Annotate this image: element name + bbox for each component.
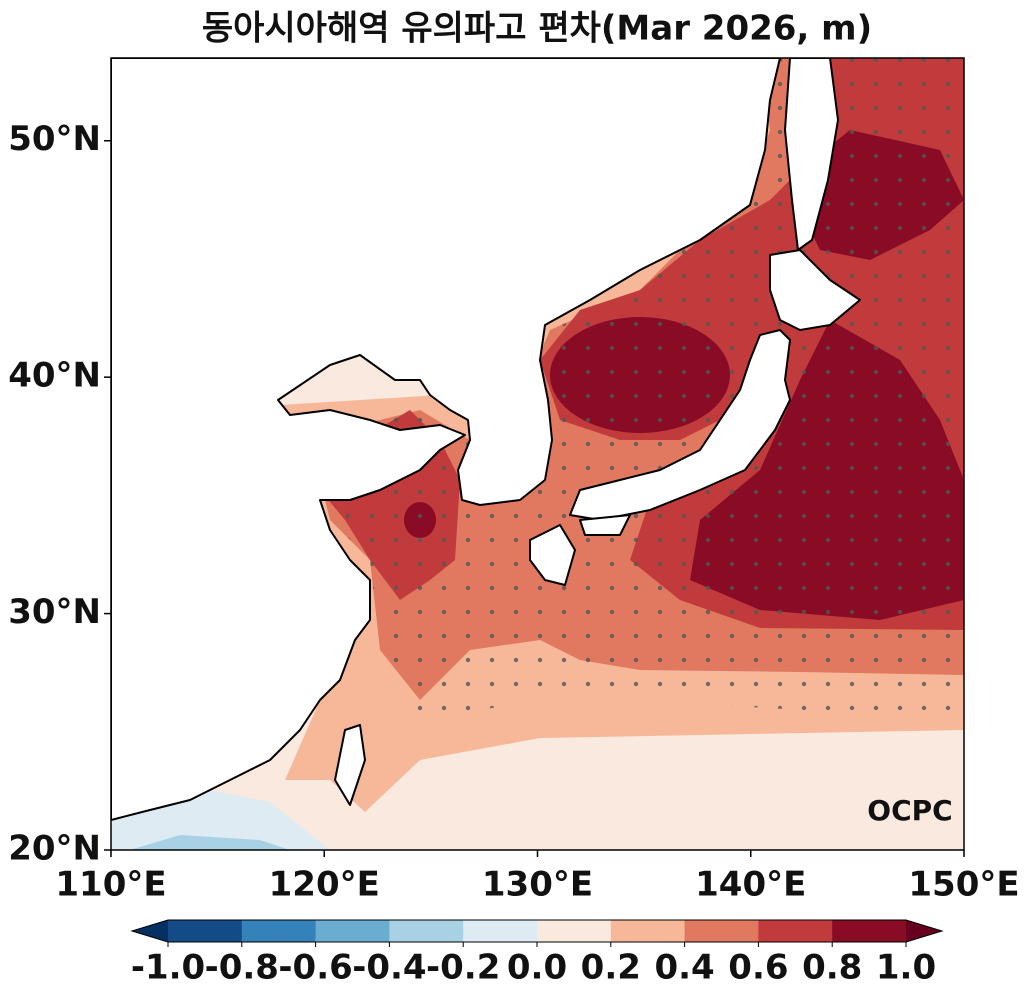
colorbar-tick-label: -1.0 [131, 948, 205, 988]
colorbar-tick-label: -0.4 [352, 948, 426, 988]
title: 동아시아해역 유의파고 편차(Mar 2026, m) [202, 9, 872, 49]
colorbar-tick-label: 0.8 [802, 948, 862, 988]
colorbar-tick-label: 0.4 [654, 948, 714, 988]
map-area: OCPC [111, 58, 964, 850]
colorbar-tick-label: -0.8 [205, 948, 279, 988]
y-tick-label: 40°N [8, 356, 101, 396]
contour [130, 835, 290, 850]
logo: OCPC [867, 794, 952, 827]
kyushu [529, 524, 576, 586]
colorbar-bin [758, 920, 833, 942]
colorbar-tick-label: -0.2 [426, 948, 500, 988]
x-tick-label: 140°E [695, 865, 806, 905]
colorbar-under [132, 920, 168, 942]
colorbar-bin [241, 920, 317, 942]
colorbar-bin [832, 920, 907, 942]
colorbar-bin [610, 920, 686, 942]
colorbar-over [906, 920, 942, 942]
colorbar-tick-label: -0.6 [278, 948, 352, 988]
colorbar-bin [684, 920, 759, 942]
sakhalin [784, 58, 839, 251]
x-tick-label: 150°E [908, 865, 1019, 905]
shikoku [579, 514, 631, 536]
mainland [111, 58, 781, 821]
colorbar-bin [168, 920, 243, 942]
y-tick-label: 30°N [8, 592, 101, 632]
colorbar-bin [389, 920, 464, 942]
colorbar-bin [537, 920, 612, 942]
x-tick-label: 130°E [482, 865, 593, 905]
colorbar-tick-label: 0.2 [581, 948, 641, 988]
hokkaido [769, 249, 861, 331]
colorbar-tick-label: 0.6 [728, 948, 788, 988]
colorbar-bin [315, 920, 390, 942]
x-tick-label: 120°E [269, 865, 380, 905]
y-tick-label: 20°N [8, 829, 101, 869]
y-tick-label: 50°N [8, 119, 101, 159]
colorbar-tick-label: 0.0 [507, 948, 567, 988]
taiwan [334, 724, 366, 806]
colorbar-bin [463, 920, 538, 942]
x-tick-label: 110°E [55, 865, 166, 905]
colorbar-tick-label: 1.0 [876, 948, 936, 988]
